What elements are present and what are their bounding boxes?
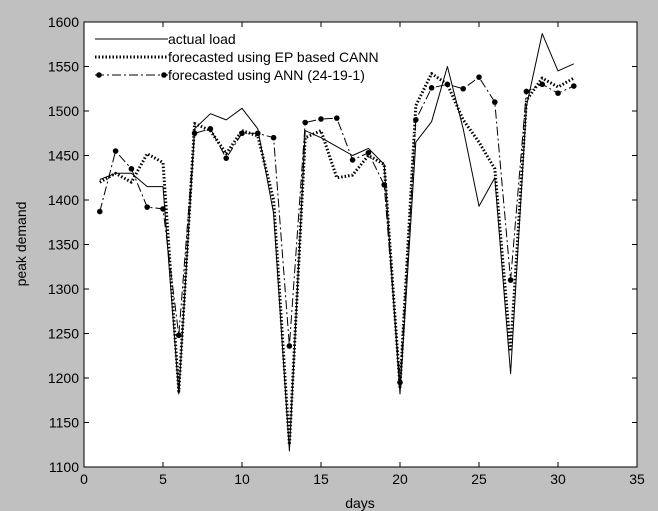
- legend-label: forecasted using ANN (24-19-1): [168, 67, 365, 83]
- data-point: [413, 117, 419, 123]
- data-point: [254, 130, 261, 137]
- x-axis-label: days: [345, 495, 375, 511]
- axis-ticks: 0 5 10 15 20 25 30 35 1100 1150 1200 1250 1300 1350 14…: [48, 14, 645, 487]
- data-point: [507, 277, 514, 283]
- data-point: [318, 116, 324, 122]
- x-tick-label: 5: [159, 471, 167, 487]
- y-tick-label: 1600: [48, 14, 79, 30]
- data-point: [207, 126, 214, 132]
- data-point: [97, 208, 103, 215]
- y-tick-label: 1150: [49, 415, 79, 431]
- data-point: [365, 150, 372, 156]
- y-tick-label: 1250: [48, 326, 79, 342]
- data-point: [286, 343, 293, 349]
- legend-marker: [96, 72, 102, 78]
- data-point: [349, 157, 356, 163]
- data-point: [239, 130, 245, 137]
- x-tick-label: 0: [80, 471, 88, 487]
- x-tick-label: 10: [234, 471, 250, 487]
- y-tick-label: 1450: [48, 148, 79, 164]
- legend: actual load forecasted using EP based CAN…: [95, 31, 379, 83]
- y-axis-label: peak demand: [13, 202, 29, 287]
- data-point: [523, 88, 530, 95]
- x-tick-label: 25: [471, 471, 487, 487]
- data-point: [144, 204, 150, 210]
- y-tick-label: 1400: [48, 192, 79, 208]
- data-point: [381, 182, 388, 188]
- series-layer: [97, 33, 577, 452]
- data-point: [302, 119, 309, 126]
- data-point: [428, 85, 435, 91]
- y-tick-label: 1500: [48, 103, 79, 119]
- data-point: [492, 99, 498, 105]
- x-tick-label: 35: [629, 471, 645, 487]
- x-tick-label: 30: [550, 471, 566, 487]
- data-point: [476, 74, 482, 80]
- data-point: [571, 83, 577, 89]
- data-point: [539, 81, 545, 88]
- x-tick-label: 20: [392, 471, 408, 487]
- legend-label: forecasted using EP based CANN: [168, 49, 379, 65]
- legend-marker: [161, 72, 167, 78]
- y-tick-label: 1100: [49, 459, 79, 475]
- y-tick-label: 1300: [48, 281, 79, 297]
- data-point: [334, 115, 340, 121]
- data-point: [460, 85, 467, 92]
- data-point: [176, 332, 182, 339]
- data-point: [160, 206, 166, 212]
- series-line-2: [99, 72, 575, 447]
- data-point: [555, 90, 561, 96]
- series-line-1: [99, 33, 575, 452]
- plot-area: [83, 21, 638, 468]
- data-point: [270, 134, 277, 141]
- y-tick-label: 1350: [48, 237, 79, 253]
- y-tick-label: 1550: [48, 59, 79, 75]
- data-point: [112, 148, 119, 154]
- data-point: [191, 130, 198, 137]
- data-point: [444, 81, 451, 88]
- data-point: [397, 379, 403, 386]
- x-tick-label: 15: [313, 471, 329, 487]
- data-point: [128, 166, 135, 172]
- data-point: [223, 155, 229, 161]
- legend-label: actual load: [168, 31, 236, 47]
- y-tick-label: 1200: [48, 370, 79, 386]
